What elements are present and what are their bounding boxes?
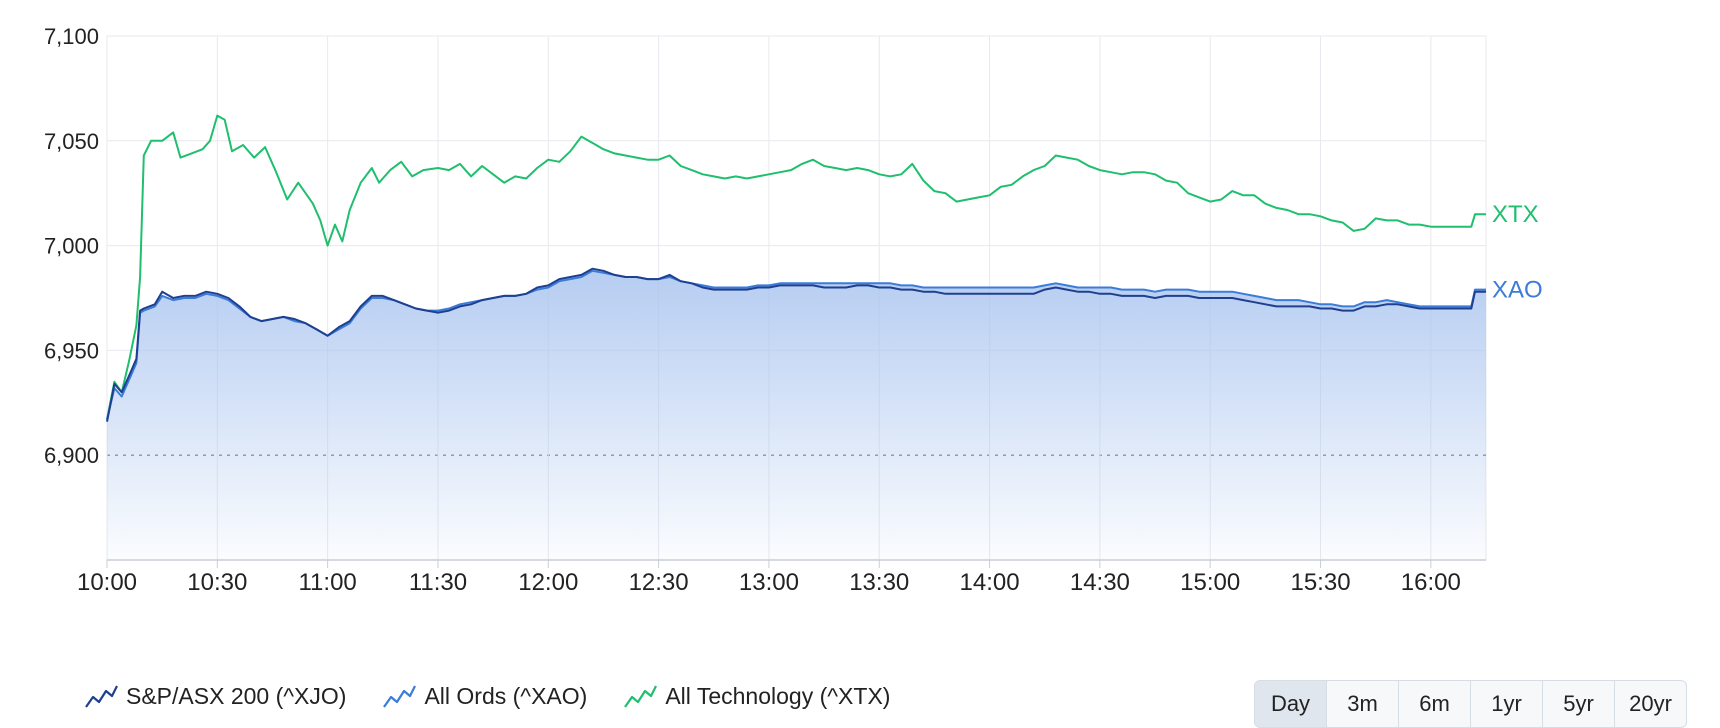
range-button-5yr[interactable]: 5yr [1543,681,1615,727]
line-chart-icon [383,685,417,708]
legend: S&P/ASX 200 (^XJO) All Ords (^XAO) All Tec… [84,676,926,716]
legend-item-all-ords-xao[interactable]: All Ords (^XAO) [382,683,587,710]
x-tick-label: 13:00 [739,569,799,596]
series-lines [106,114,1486,422]
line-chart-icon [624,685,658,708]
x-tick-label: 12:00 [518,569,578,596]
area-all-ords-xao [107,270,1486,560]
x-tick-label: 15:30 [1290,569,1350,596]
legend-item-s-p-asx-200-xjo[interactable]: S&P/ASX 200 (^XJO) [84,683,346,710]
range-button-1yr[interactable]: 1yr [1471,681,1543,727]
series-end-label: XTX [1492,201,1539,228]
legend-label: All Technology (^XTX) [665,682,891,709]
legend-item-all-technology-xtx[interactable]: All Technology (^XTX) [623,683,890,710]
y-tick-label: 6,950 [44,338,99,363]
x-tick-label: 15:00 [1180,569,1240,596]
y-tick-label: 7,050 [44,129,99,154]
series-line-all-technology-xtx [106,114,1486,420]
line-chart: 6,900 6,950 7,000 7,050 7,100 10:00 10:30 11:00… [44,24,1543,596]
x-tick-label: 11:30 [409,569,467,596]
x-tick-label: 10:00 [77,569,137,596]
series-end-label: XAO [1492,277,1543,304]
axes: 6,900 6,950 7,000 7,050 7,100 10:00 10:30 11:00… [44,24,1543,596]
x-tick-label: 16:00 [1401,569,1461,596]
x-tick-label: 11:00 [298,569,356,596]
x-tick-label: 10:30 [187,569,247,596]
x-tick-label: 14:00 [960,569,1020,596]
range-button-3m[interactable]: 3m [1327,681,1399,727]
y-tick-label: 7,100 [44,24,99,49]
range-selector: Day 3m 6m 1yr 5yr 20yr [1254,680,1687,728]
x-tick-label: 14:30 [1070,569,1130,596]
legend-label: All Ords (^XAO) [424,682,588,709]
line-chart-icon [85,685,118,708]
x-tick-label: 13:30 [849,569,909,596]
area-fill [107,270,1486,560]
y-tick-label: 7,000 [44,234,99,259]
legend-label: S&P/ASX 200 (^XJO) [126,682,347,709]
range-button-20yr[interactable]: 20yr [1629,691,1672,716]
series-line-s-p-asx-200-xjo [106,267,1486,422]
range-button-day[interactable]: Day [1255,681,1327,727]
range-button-6m[interactable]: 6m [1399,681,1471,727]
x-tick-label: 12:30 [629,569,689,596]
y-tick-label: 6,900 [44,443,99,468]
